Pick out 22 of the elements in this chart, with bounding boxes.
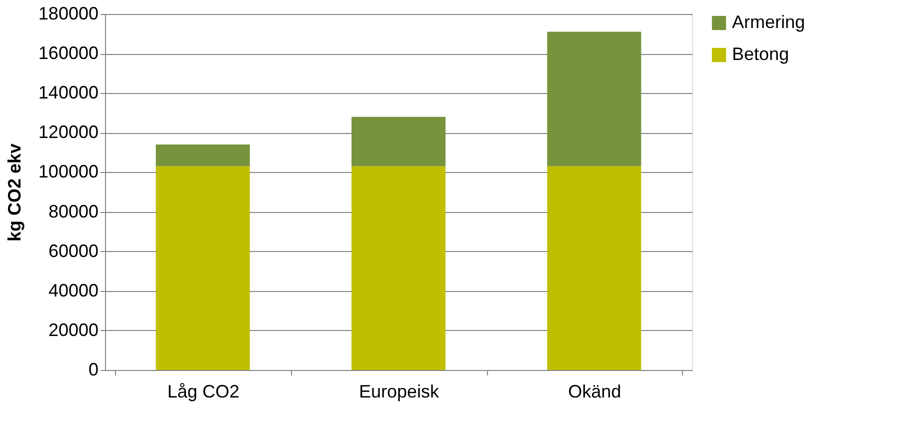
y-tick-label: 60000 [48, 240, 98, 261]
y-tick-label: 180000 [38, 4, 98, 24]
y-tick-label: 160000 [38, 43, 98, 64]
bar [547, 32, 642, 166]
legend-label: Betong [732, 44, 790, 64]
legend-label: Armering [732, 12, 806, 32]
bar [156, 144, 250, 166]
bar [547, 166, 642, 370]
y-axis-title: kg CO2 ekv [4, 143, 24, 242]
x-tick-label: Låg CO2 [167, 382, 240, 402]
y-tick-label: 80000 [48, 201, 98, 222]
x-tick-label: Okänd [568, 382, 622, 402]
y-tick-label: 0 [88, 360, 98, 380]
y-tick-label: 20000 [48, 320, 98, 340]
bar [156, 166, 250, 370]
y-tick-label: 140000 [38, 82, 98, 103]
y-tick-label: 40000 [48, 280, 98, 300]
x-tick-label: Europeisk [358, 382, 440, 402]
bar [352, 116, 446, 166]
bar [352, 166, 446, 370]
y-tick-label: 100000 [38, 162, 98, 182]
y-tick-label: 120000 [38, 122, 98, 142]
